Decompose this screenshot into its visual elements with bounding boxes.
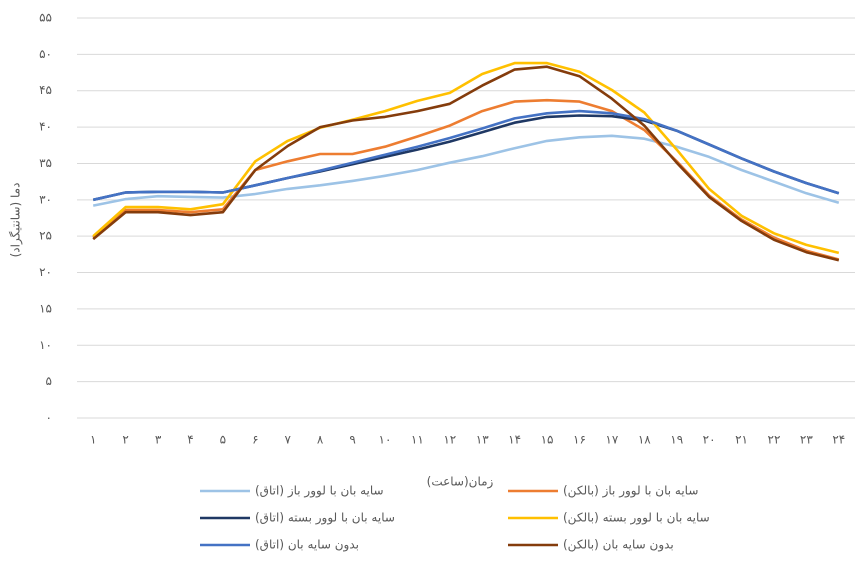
x-tick-label: ۱۱ (411, 433, 424, 447)
series-line (92, 61, 840, 255)
x-tick-label: ۱۳ (476, 433, 489, 447)
x-tick-label: ۱۴ (508, 433, 521, 447)
x-tick-label: ۲۴ (832, 433, 845, 447)
x-tick-label: ۵ (220, 433, 226, 447)
y-tick-label: ۱۵ (39, 301, 52, 315)
x-tick-label: ۲۱ (735, 433, 748, 447)
x-tick-label: ۷ (284, 433, 291, 447)
y-tick-label: ۳۵ (39, 156, 52, 170)
x-tick-label: ۶ (252, 433, 258, 447)
series-line (92, 65, 840, 262)
y-tick-label: ۱۰ (39, 338, 52, 352)
x-tick-label: ۱۲ (443, 433, 456, 447)
y-tick-label: ۴۵ (39, 83, 52, 97)
x-axis-title: زمان(ساعت) (427, 475, 494, 490)
x-tick-label: ۲۲ (768, 433, 781, 447)
y-tick-label: ۵۰ (39, 47, 52, 61)
x-tick-label: ۲ (122, 433, 128, 447)
legend-label: بدون سایه بان (بالکن) (563, 538, 674, 553)
y-tick-label: ۵ (46, 374, 52, 388)
y-tick-label: ۵۵ (39, 11, 52, 25)
x-tick-label: ۱۵ (541, 433, 554, 447)
y-tick-label: ۳۰ (39, 192, 52, 206)
legend-label: سایه بان با لوور باز (اتاق) (255, 484, 384, 499)
x-tick-label: ۱۹ (670, 433, 683, 447)
x-tick-label: ۱۸ (638, 433, 651, 447)
series-line (92, 98, 840, 261)
x-tick-label: ۹ (349, 433, 355, 447)
series-line (92, 109, 840, 202)
x-tick-label: ۱۶ (573, 433, 586, 447)
legend-label: سایه بان با لوور بسته (بالکن) (563, 511, 710, 526)
y-tick-label: ۰ (46, 411, 52, 425)
y-tick-label: ۴۰ (39, 120, 52, 134)
x-tick-label: ۴ (187, 433, 193, 447)
legend-label: سایه بان با لوور باز (بالکن) (563, 484, 698, 499)
x-tick-label: ۱۷ (605, 433, 618, 447)
legend-label: بدون سایه بان (اتاق) (255, 538, 359, 553)
legend-label: سایه بان با لوور بسته (اتاق) (255, 511, 395, 526)
y-axis-title: دما (سانتیگراد) (9, 183, 24, 258)
x-tick-label: ۲۳ (800, 433, 813, 447)
x-tick-label: ۲۰ (703, 433, 716, 447)
y-tick-label: ۲۰ (39, 265, 52, 279)
x-tick-label: ۸ (317, 433, 324, 447)
x-tick-label: ۱۰ (379, 433, 392, 447)
x-tick-label: ۱ (90, 433, 96, 447)
y-tick-label: ۲۵ (39, 229, 52, 243)
series-line (92, 134, 840, 207)
series-line (92, 114, 840, 202)
x-tick-label: ۳ (155, 433, 162, 447)
